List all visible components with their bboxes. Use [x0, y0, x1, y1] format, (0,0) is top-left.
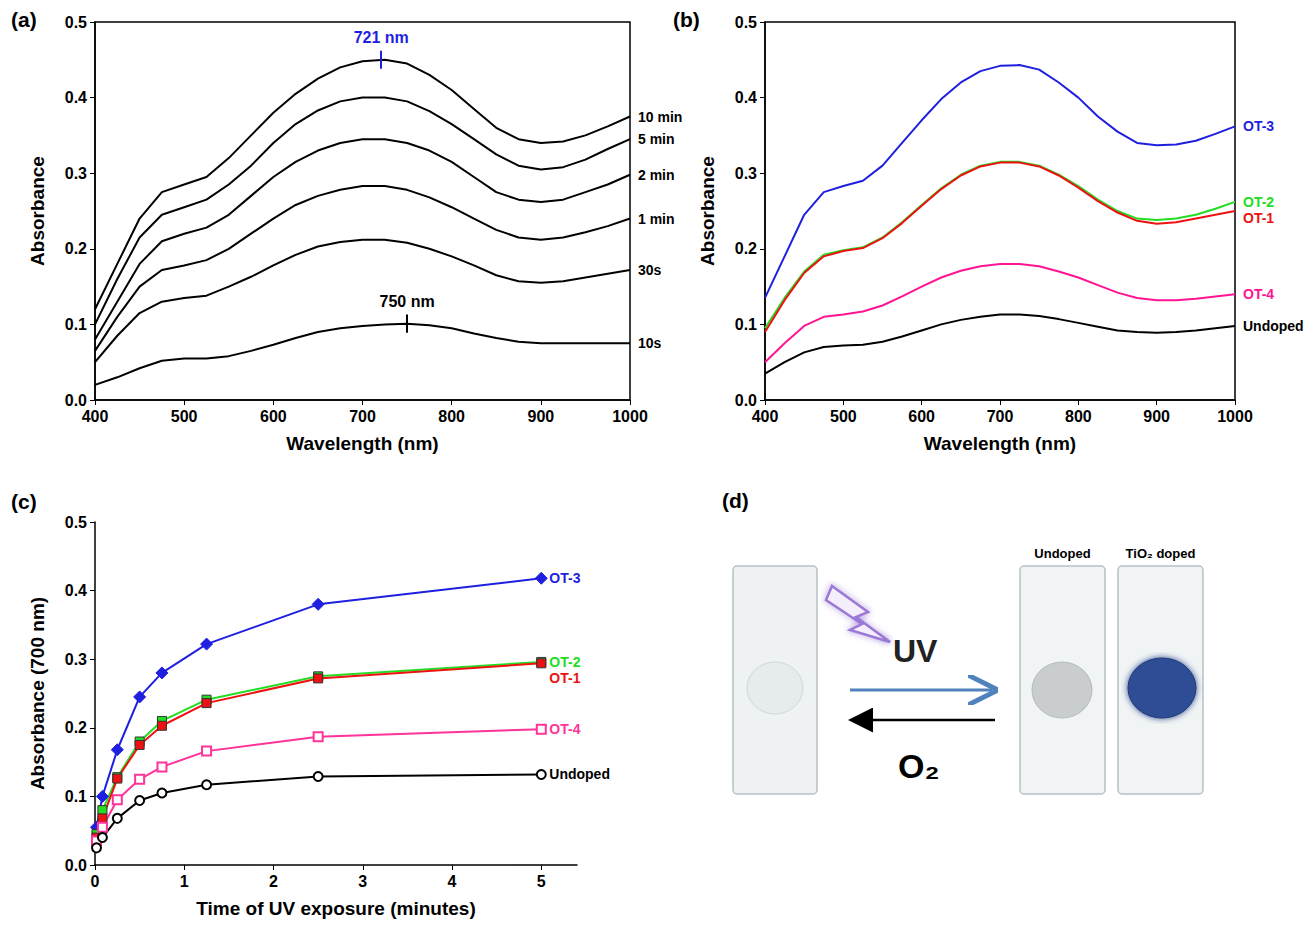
- svg-text:O₂: O₂: [898, 747, 940, 785]
- svg-text:(c): (c): [11, 490, 37, 513]
- svg-text:30s: 30s: [638, 262, 662, 278]
- svg-text:Absorbance (700 nm): Absorbance (700 nm): [27, 597, 48, 790]
- svg-text:Wavelength (nm): Wavelength (nm): [286, 433, 438, 454]
- svg-text:UV: UV: [893, 633, 938, 669]
- svg-text:10 min: 10 min: [638, 109, 682, 125]
- svg-text:Undoped: Undoped: [1243, 318, 1304, 334]
- svg-text:5: 5: [537, 873, 546, 890]
- svg-text:0.0: 0.0: [735, 392, 757, 409]
- svg-text:0.2: 0.2: [65, 719, 87, 736]
- svg-text:Absorbance: Absorbance: [697, 156, 718, 266]
- svg-text:0: 0: [91, 873, 100, 890]
- svg-text:700: 700: [349, 408, 376, 425]
- svg-text:Undoped: Undoped: [1034, 546, 1090, 561]
- svg-text:1000: 1000: [612, 408, 648, 425]
- svg-text:0.3: 0.3: [735, 165, 757, 182]
- svg-text:600: 600: [260, 408, 287, 425]
- svg-text:600: 600: [908, 408, 935, 425]
- svg-text:800: 800: [438, 408, 465, 425]
- svg-text:750 nm: 750 nm: [380, 293, 435, 310]
- svg-text:OT-4: OT-4: [549, 721, 580, 737]
- svg-text:721 nm: 721 nm: [354, 29, 409, 46]
- svg-text:0.1: 0.1: [735, 316, 757, 333]
- svg-text:0.1: 0.1: [65, 316, 87, 333]
- svg-text:5 min: 5 min: [638, 131, 675, 147]
- svg-text:OT-1: OT-1: [1243, 210, 1274, 226]
- svg-text:0.5: 0.5: [735, 14, 757, 31]
- svg-text:0.0: 0.0: [65, 857, 87, 874]
- svg-text:0.4: 0.4: [65, 89, 87, 106]
- svg-text:800: 800: [1065, 408, 1092, 425]
- svg-text:2: 2: [269, 873, 278, 890]
- svg-text:0.2: 0.2: [735, 240, 757, 257]
- svg-text:Wavelength (nm): Wavelength (nm): [924, 433, 1076, 454]
- svg-text:OT-2: OT-2: [1243, 194, 1274, 210]
- svg-text:0.4: 0.4: [735, 89, 757, 106]
- svg-text:(a): (a): [11, 8, 37, 31]
- svg-text:1 min: 1 min: [638, 211, 675, 227]
- svg-text:0.0: 0.0: [65, 392, 87, 409]
- svg-text:900: 900: [1143, 408, 1170, 425]
- svg-text:1000: 1000: [1217, 408, 1253, 425]
- svg-text:0.5: 0.5: [65, 14, 87, 31]
- svg-text:3: 3: [358, 873, 367, 890]
- svg-text:0.3: 0.3: [65, 165, 87, 182]
- svg-text:900: 900: [527, 408, 554, 425]
- svg-text:0.5: 0.5: [65, 514, 87, 531]
- svg-text:TiO₂ doped: TiO₂ doped: [1126, 546, 1196, 561]
- svg-text:500: 500: [830, 408, 857, 425]
- svg-text:OT-3: OT-3: [549, 570, 580, 586]
- svg-text:400: 400: [752, 408, 779, 425]
- svg-text:2 min: 2 min: [638, 167, 675, 183]
- svg-text:OT-2: OT-2: [549, 654, 580, 670]
- svg-text:OT-4: OT-4: [1243, 286, 1274, 302]
- svg-text:(b): (b): [673, 8, 700, 31]
- svg-text:700: 700: [987, 408, 1014, 425]
- svg-text:Undoped: Undoped: [549, 766, 610, 782]
- svg-text:0.1: 0.1: [65, 788, 87, 805]
- svg-text:0.3: 0.3: [65, 651, 87, 668]
- svg-text:Time of UV exposure (minutes): Time of UV exposure (minutes): [196, 898, 475, 919]
- svg-text:0.4: 0.4: [65, 582, 87, 599]
- svg-text:OT-1: OT-1: [549, 670, 580, 686]
- svg-text:Absorbance: Absorbance: [27, 156, 48, 266]
- svg-text:1: 1: [180, 873, 189, 890]
- svg-text:OT-3: OT-3: [1243, 118, 1274, 134]
- svg-text:0.2: 0.2: [65, 240, 87, 257]
- svg-text:4: 4: [448, 873, 457, 890]
- svg-text:500: 500: [171, 408, 198, 425]
- svg-text:(d): (d): [722, 489, 749, 512]
- svg-text:400: 400: [82, 408, 109, 425]
- svg-text:10s: 10s: [638, 335, 662, 351]
